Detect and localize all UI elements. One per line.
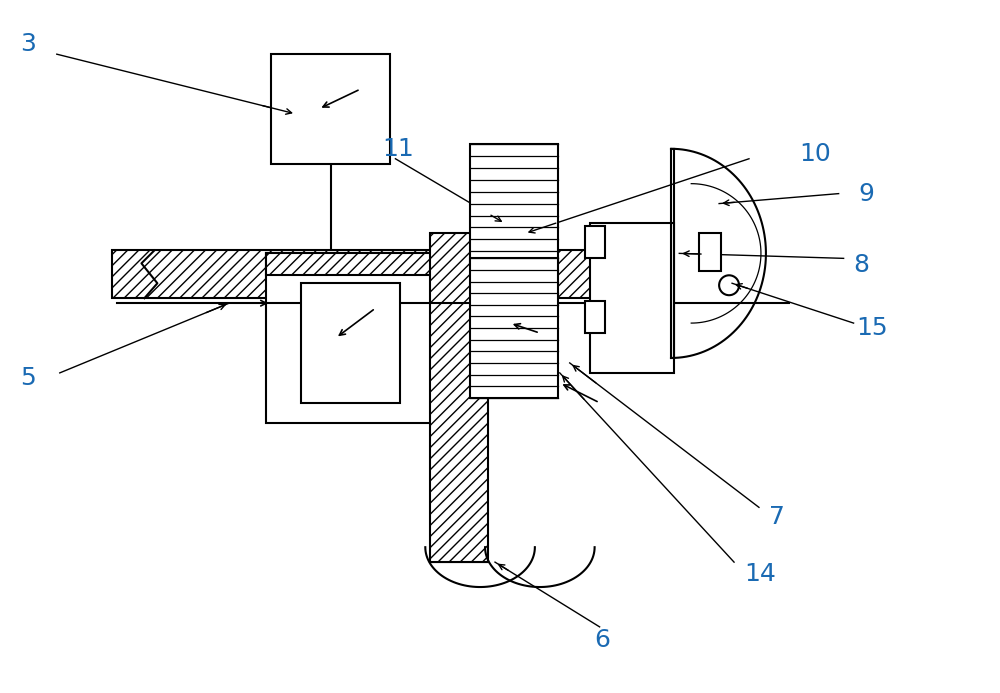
Bar [590, 224, 674, 373]
Text: 5: 5 [20, 366, 36, 390]
Bar [470, 258, 558, 398]
Text: 15: 15 [857, 316, 888, 340]
Text: 9: 9 [859, 182, 874, 206]
Bar [699, 234, 721, 271]
Bar [266, 254, 460, 275]
Bar [271, 54, 390, 164]
Bar [470, 144, 558, 263]
Text: 14: 14 [744, 562, 776, 586]
Bar [585, 227, 605, 258]
Bar [301, 283, 400, 403]
Bar [266, 254, 460, 423]
Text: 8: 8 [854, 254, 870, 277]
Text: 10: 10 [799, 142, 831, 166]
Text: 7: 7 [769, 505, 785, 529]
Bar [585, 301, 605, 333]
Text: 3: 3 [20, 32, 36, 56]
Text: 11: 11 [382, 137, 414, 161]
Text: 6: 6 [595, 628, 611, 652]
Bar [112, 250, 664, 298]
Bar [430, 234, 488, 562]
